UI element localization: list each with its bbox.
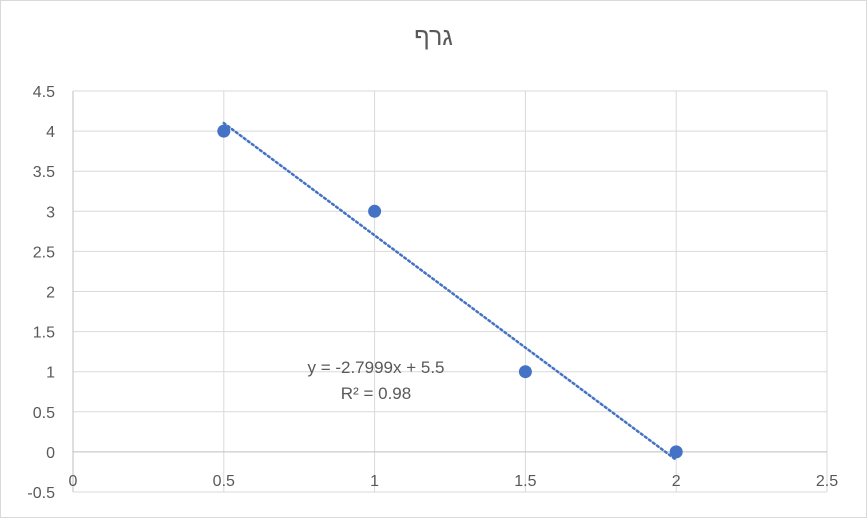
data-point: [669, 445, 683, 459]
y-tick-label: 3: [46, 204, 55, 221]
grid-lines: [73, 90, 828, 493]
y-tick-label: 1: [46, 365, 55, 382]
y-tick-label: 0.5: [33, 405, 55, 422]
trendline-group: [222, 121, 678, 462]
y-tick-label: 4.5: [33, 84, 55, 101]
y-tick-label: 3.5: [33, 164, 55, 181]
chart-title: גרף: [414, 23, 453, 51]
y-tick-label: 0: [46, 445, 55, 462]
y-tick-label: -0.5: [27, 485, 55, 502]
x-tick-label: 2: [672, 473, 681, 490]
x-tick-label: 0.5: [213, 473, 235, 490]
data-point: [368, 204, 382, 218]
data-point: [217, 124, 231, 138]
trendline-labels: y = -2.7999x + 5.5 R² = 0.98: [307, 358, 444, 403]
axes: [72, 91, 827, 492]
tick-labels: -0.5 0 0.5 1 1.5 2 2.5 3 3.5 4 4.5 0 0.5 1 1.5 2 2.5: [27, 84, 838, 502]
data-point: [518, 365, 532, 379]
trendline-equation: y = -2.7999x + 5.5: [307, 358, 444, 377]
y-tick-label: 1.5: [33, 325, 55, 342]
trendline-r-squared: R² = 0.98: [341, 384, 411, 403]
y-tick-label: 4: [46, 124, 55, 141]
x-tick-label: 2.5: [816, 473, 838, 490]
y-tick-label: 2.5: [33, 244, 55, 261]
y-tick-label: 2: [46, 285, 55, 302]
x-tick-label: 1: [370, 473, 379, 490]
x-tick-label: 1.5: [514, 473, 536, 490]
trendline: [222, 121, 678, 462]
x-tick-label: 0: [69, 473, 78, 490]
data-points: [217, 124, 683, 459]
